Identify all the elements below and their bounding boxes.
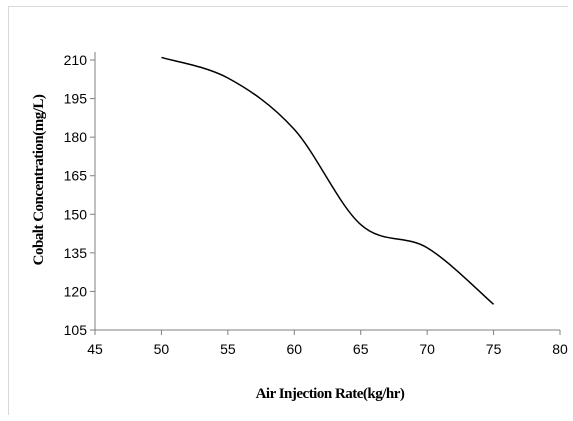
y-tick-label: 135 <box>64 245 88 261</box>
y-tick-label: 180 <box>64 129 88 145</box>
x-tick-label: 50 <box>154 341 170 357</box>
y-axis-title: Cobalt Concentration(mg/L) <box>31 94 47 265</box>
y-tick-label: 120 <box>64 283 88 299</box>
x-tick-label: 45 <box>87 341 103 357</box>
y-tick-label: 210 <box>64 52 88 68</box>
x-tick-label: 60 <box>286 341 302 357</box>
tick-labels: 105 120 135 150 165 180 195 210 45 50 55 60 65 70 75 80 <box>64 52 568 357</box>
y-tick-label: 105 <box>64 322 88 338</box>
y-tick-label: 195 <box>64 91 88 107</box>
y-tick-label: 150 <box>64 206 88 222</box>
x-tick-label: 55 <box>220 341 236 357</box>
series-layer <box>161 56 495 305</box>
x-tick-label: 65 <box>353 341 369 357</box>
x-tick-label: 80 <box>552 341 568 357</box>
axes <box>90 52 561 335</box>
chart-frame <box>8 6 568 415</box>
y-tick-label: 165 <box>64 168 88 184</box>
x-tick-label: 75 <box>486 341 502 357</box>
x-axis-title: Air Injection Rate(kg/hr) <box>256 386 405 402</box>
x-tick-label: 70 <box>419 341 435 357</box>
series-line-0 <box>161 56 495 305</box>
